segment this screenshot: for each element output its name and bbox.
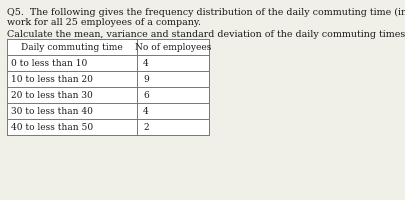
Text: 0 to less than 10: 0 to less than 10: [11, 59, 87, 68]
Text: 4: 4: [143, 59, 149, 68]
Text: No of employees: No of employees: [135, 43, 211, 52]
Bar: [7, 40, 209, 135]
Text: 4: 4: [143, 107, 149, 116]
Text: 9: 9: [143, 75, 149, 84]
Text: 10 to less than 20: 10 to less than 20: [11, 75, 93, 84]
Text: 6: 6: [143, 91, 149, 100]
Text: Daily commuting time: Daily commuting time: [21, 43, 123, 52]
Text: Q5.  The following gives the frequency distribution of the daily commuting time : Q5. The following gives the frequency di…: [7, 8, 405, 17]
Text: 20 to less than 30: 20 to less than 30: [11, 91, 93, 100]
Text: 40 to less than 50: 40 to less than 50: [11, 123, 93, 132]
Text: 2: 2: [143, 123, 149, 132]
Text: work for all 25 employees of a company.: work for all 25 employees of a company.: [7, 18, 201, 27]
Text: 30 to less than 40: 30 to less than 40: [11, 107, 93, 116]
Text: Calculate the mean, variance and standard deviation of the daily commuting times: Calculate the mean, variance and standar…: [7, 30, 405, 39]
